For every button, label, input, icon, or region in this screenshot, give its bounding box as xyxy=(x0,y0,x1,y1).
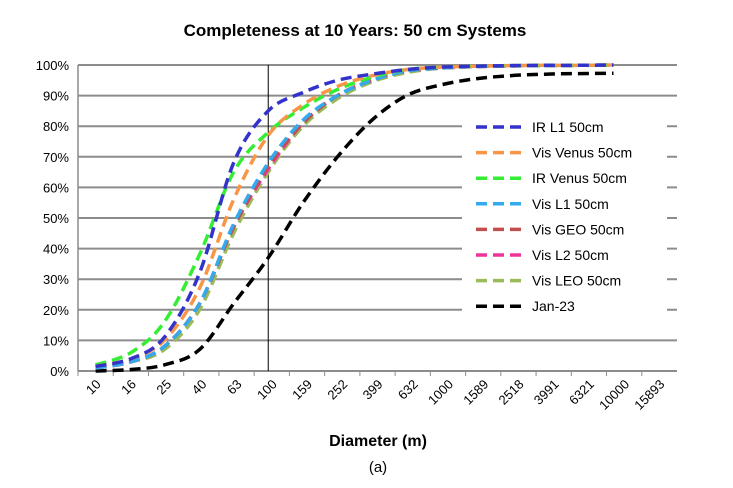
x-tick-label: 2518 xyxy=(496,377,527,408)
x-tick-label: 63 xyxy=(224,377,245,398)
y-tick-label: 50% xyxy=(43,211,69,226)
legend-label: IR L1 50cm xyxy=(532,119,604,135)
legend-background xyxy=(462,114,667,325)
x-tick-label: 15893 xyxy=(631,377,667,413)
x-tick-label: 100 xyxy=(254,377,280,403)
figure-caption: (a) xyxy=(369,459,387,476)
chart-title: Completeness at 10 Years: 50 cm Systems xyxy=(184,21,527,40)
series-line xyxy=(95,63,614,369)
legend-label: Vis LEO 50cm xyxy=(532,273,621,289)
x-tick-label: 1589 xyxy=(460,377,491,408)
legend-label: Vis Venus 50cm xyxy=(532,145,632,161)
series-line xyxy=(95,63,614,370)
legend: IR L1 50cm Vis Venus 50cm IR Venus 50cm Vis… xyxy=(462,114,667,325)
legend-label: Vis L1 50cm xyxy=(532,196,609,212)
x-tick-labels: 10 16 25 40 63 100 159 252 399 632 1000 1589 2518 399… xyxy=(77,371,668,413)
x-tick-label: 16 xyxy=(118,377,139,398)
legend-label: IR Venus 50cm xyxy=(532,170,627,186)
x-tick-label: 10 xyxy=(83,377,104,398)
x-tick-label: 1000 xyxy=(425,377,456,408)
y-tick-label: 100% xyxy=(36,58,70,73)
y-tick-label: 40% xyxy=(43,242,69,257)
y-tick-label: 20% xyxy=(43,303,69,318)
y-tick-label: 30% xyxy=(43,272,69,287)
x-axis-label: Diameter (m) xyxy=(329,433,427,450)
grid-lines xyxy=(77,64,677,372)
x-tick-label: 10000 xyxy=(596,377,632,413)
x-tick-label: 25 xyxy=(153,377,174,398)
series-line xyxy=(95,63,614,370)
y-tick-label: 80% xyxy=(43,119,69,134)
legend-label: Vis GEO 50cm xyxy=(532,221,624,237)
y-tick-label: 10% xyxy=(43,333,69,348)
x-tick-label: 252 xyxy=(324,377,350,403)
x-tick-label: 632 xyxy=(395,377,421,403)
y-tick-label: 60% xyxy=(43,180,69,195)
y-tick-label: 90% xyxy=(43,89,69,104)
y-tick-label: 70% xyxy=(43,150,69,165)
x-tick-label: 159 xyxy=(289,377,315,403)
y-tick-label: 0% xyxy=(50,364,69,379)
series-line xyxy=(95,63,614,367)
series-lines xyxy=(95,63,614,373)
series-line xyxy=(95,71,614,373)
x-tick-label: 399 xyxy=(360,377,386,403)
x-tick-label: 3991 xyxy=(531,377,562,408)
x-tick-label: 6321 xyxy=(566,377,597,408)
series-line xyxy=(95,63,614,369)
legend-label: Jan-23 xyxy=(532,298,575,314)
legend-label: Vis L2 50cm xyxy=(532,247,609,263)
x-tick-label: 40 xyxy=(189,377,210,398)
y-tick-labels: 0% 10% 20% 30% 40% 50% 60% 70% 80% 90% 100% xyxy=(36,58,70,379)
